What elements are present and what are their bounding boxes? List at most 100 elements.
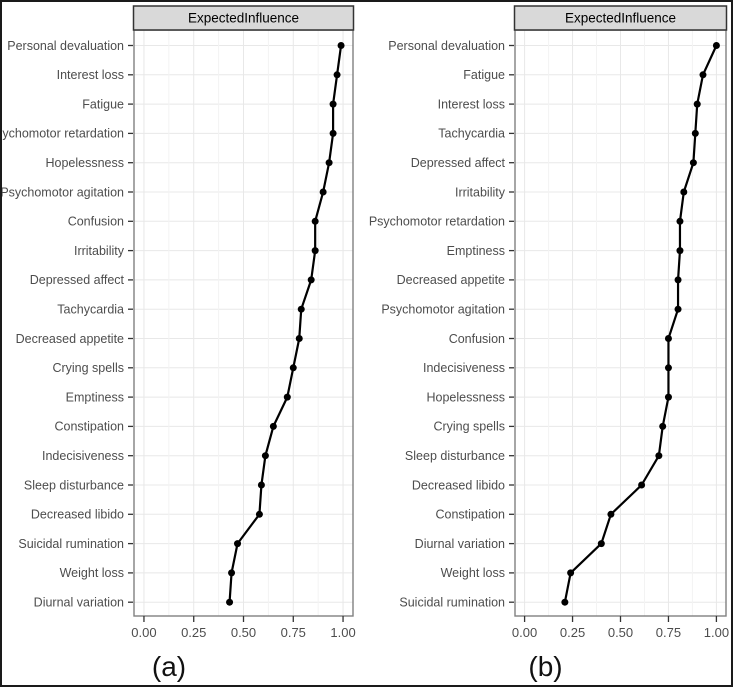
- data-point: [655, 452, 663, 460]
- y-axis-label: Decreased libido: [31, 508, 124, 522]
- y-axis-label: Psychomotor retardation: [369, 215, 505, 229]
- data-point: [311, 247, 319, 255]
- data-line: [563, 44, 718, 604]
- y-axis-label: Psychomotor agitation: [2, 185, 124, 199]
- data-point: [319, 188, 327, 196]
- y-axis-label: Interest loss: [438, 97, 505, 111]
- data-point: [337, 42, 345, 49]
- y-axis-label: Diurnal variation: [415, 537, 505, 551]
- data-point: [297, 305, 305, 313]
- y-axis-label: Personal devaluation: [388, 39, 505, 53]
- data-point: [269, 422, 277, 430]
- data-point: [693, 100, 701, 108]
- y-axis-label: Emptiness: [66, 390, 124, 404]
- expected-influence-chart-a: Personal devaluation Interest loss Fatigue…: [2, 5, 356, 640]
- y-axis-label: Indecisiveness: [423, 361, 505, 375]
- y-axis-label: Fatigue: [463, 68, 505, 82]
- caption-a: (a): [151, 651, 187, 682]
- data-point: [257, 481, 265, 489]
- y-axis-label: Sleep disturbance: [24, 478, 124, 492]
- y-axis-label: Emptiness: [447, 244, 505, 258]
- data-point: [674, 305, 682, 313]
- data-point: [226, 598, 234, 606]
- data-point: [664, 393, 672, 401]
- facet-strip-title: ExpectedInfluence: [188, 11, 299, 26]
- y-axis-label: Indecisiveness: [42, 449, 124, 463]
- y-axis-label: Depressed affect: [30, 273, 125, 287]
- facet-strip: [132, 5, 355, 31]
- data-point: [659, 422, 667, 430]
- y-axis-label: Irritability: [455, 185, 506, 199]
- data-point: [676, 247, 684, 255]
- data-point: [333, 71, 341, 79]
- panel-a: Personal devaluation Interest loss Fatigue…: [2, 2, 368, 685]
- y-axis-label: Interest loss: [57, 68, 124, 82]
- data-point: [689, 159, 697, 167]
- x-axis-tick-label: 0.25: [560, 625, 585, 640]
- y-axis-label: Tachycardia: [438, 127, 505, 141]
- data-point: [325, 159, 333, 167]
- x-axis-tick-label: 0.00: [512, 625, 537, 640]
- y-axis-label: Constipation: [436, 508, 506, 522]
- data-point: [680, 188, 688, 196]
- data-point: [329, 100, 337, 108]
- x-axis-tick-label: 1.00: [704, 625, 729, 640]
- data-point: [561, 598, 569, 606]
- y-axis-label: Psychomotor retardation: [2, 127, 124, 141]
- y-axis-label: Weight loss: [60, 566, 124, 580]
- data-point: [664, 364, 672, 372]
- data-line: [228, 44, 343, 604]
- data-point: [691, 129, 699, 137]
- x-axis-tick-label: 1.00: [330, 625, 355, 640]
- x-axis-tick-label: 0.75: [281, 625, 306, 640]
- data-point: [295, 335, 303, 342]
- data-point: [255, 510, 263, 518]
- x-axis-tick-label: 0.25: [181, 625, 206, 640]
- y-axis-label: Constipation: [55, 420, 125, 434]
- x-axis-tick-label: 0.50: [608, 625, 633, 640]
- data-point: [676, 217, 684, 225]
- y-axis-label: Hopelessness: [426, 390, 505, 404]
- data-point: [712, 42, 720, 49]
- data-point: [329, 129, 337, 137]
- expected-influence-chart-b: Personal devaluation Fatigue Interest loss…: [369, 5, 729, 640]
- y-axis-label: Sleep disturbance: [405, 449, 505, 463]
- caption-b: (b): [528, 651, 563, 682]
- y-axis-label: Decreased appetite: [397, 273, 505, 287]
- data-point: [283, 393, 291, 401]
- data-point: [307, 276, 315, 284]
- y-axis-label: Hopelessness: [45, 156, 124, 170]
- data-point: [638, 481, 646, 489]
- y-axis-label: Decreased libido: [412, 478, 505, 492]
- y-axis-label: Personal devaluation: [7, 39, 124, 53]
- y-axis-label: Diurnal variation: [34, 596, 124, 610]
- y-axis-label: Suicidal rumination: [399, 596, 505, 610]
- y-axis-label: Weight loss: [441, 566, 505, 580]
- data-point: [311, 217, 319, 225]
- facet-strip-title: ExpectedInfluence: [565, 11, 676, 26]
- y-axis-label: Crying spells: [433, 420, 505, 434]
- data-point: [567, 569, 575, 577]
- y-axis-label: Crying spells: [52, 361, 124, 375]
- y-axis-label: Psychomotor agitation: [381, 303, 505, 317]
- data-point: [699, 71, 707, 79]
- y-axis-label: Depressed affect: [411, 156, 506, 170]
- x-axis-tick-label: 0.00: [131, 625, 156, 640]
- panel-b: Personal devaluation Fatigue Interest loss…: [368, 2, 731, 685]
- data-point: [597, 540, 605, 548]
- y-axis-label: Tachycardia: [57, 303, 124, 317]
- y-axis-label: Confusion: [449, 332, 505, 346]
- data-point: [289, 364, 297, 372]
- data-point: [607, 510, 615, 518]
- facet-strip: [513, 5, 728, 31]
- data-point: [261, 452, 269, 460]
- data-point: [228, 569, 236, 577]
- y-axis-label: Suicidal rumination: [18, 537, 124, 551]
- data-point: [664, 335, 672, 342]
- data-point: [674, 276, 682, 284]
- y-axis-label: Decreased appetite: [16, 332, 124, 346]
- y-axis-label: Confusion: [68, 215, 124, 229]
- x-axis-tick-label: 0.75: [656, 625, 681, 640]
- y-axis-label: Fatigue: [82, 97, 124, 111]
